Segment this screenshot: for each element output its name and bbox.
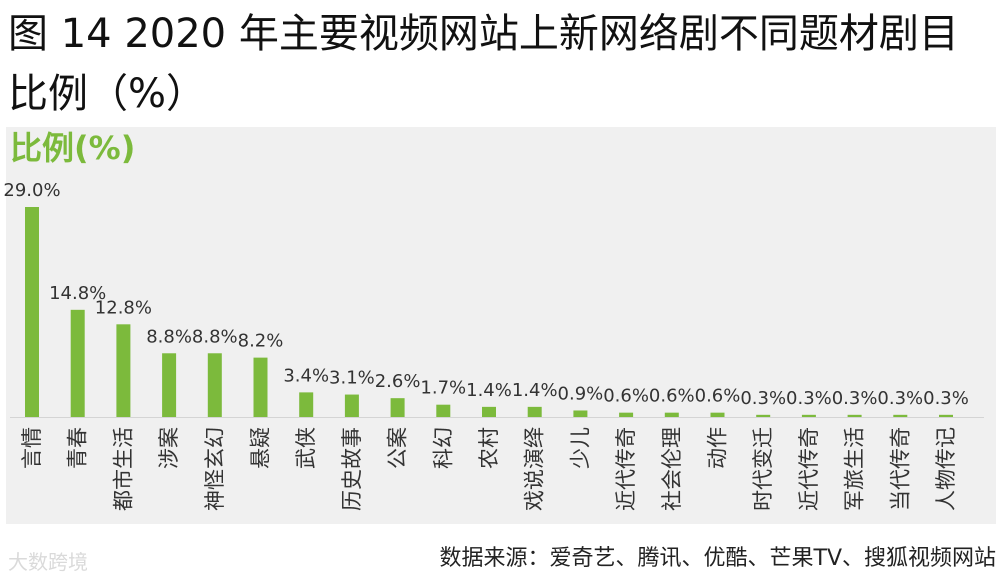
bar-14 [664, 412, 679, 417]
bar-19 [893, 414, 908, 417]
plot-area [6, 127, 996, 524]
category-label-4: 神怪玄幻 [203, 427, 227, 511]
data-label-1: 14.8% [49, 283, 106, 304]
category-label-15: 动作 [706, 427, 730, 469]
data-label-10: 1.4% [466, 380, 512, 401]
bar-9 [436, 404, 451, 417]
category-label-12: 少儿 [568, 427, 592, 469]
bar-3 [162, 353, 177, 417]
bar-2 [116, 324, 131, 417]
unit-label: 比例(%) [10, 129, 136, 167]
category-label-6: 武侠 [294, 427, 318, 469]
data-label-9: 1.7% [420, 378, 466, 399]
bar-0 [25, 207, 39, 417]
data-label-2: 12.8% [95, 297, 152, 318]
category-label-5: 悬疑 [249, 427, 273, 469]
bar-7 [344, 394, 359, 417]
data-label-17: 0.3% [786, 388, 832, 409]
data-label-8: 2.6% [375, 371, 421, 392]
category-label-8: 公案 [386, 427, 410, 469]
category-label-7: 历史故事 [340, 427, 364, 511]
bar-6 [299, 392, 314, 417]
source-note: 数据来源：爱奇艺、腾讯、优酷、芒果TV、搜狐视频网站 [439, 546, 997, 571]
bar-18 [847, 414, 862, 417]
category-label-3: 涉案 [157, 427, 181, 469]
bar-15 [710, 412, 725, 417]
bar-10 [482, 406, 496, 417]
category-label-11: 戏说演绎 [523, 427, 547, 511]
bar-1 [70, 309, 85, 417]
data-label-15: 0.6% [695, 386, 741, 407]
category-label-14: 社会伦理 [660, 427, 684, 511]
bar-17 [801, 414, 816, 417]
data-label-12: 0.9% [558, 383, 604, 404]
watermark: 大数跨境 [8, 550, 88, 574]
category-label-9: 科幻 [431, 427, 455, 469]
category-label-20: 人物传记 [934, 427, 958, 511]
bar-11 [527, 406, 542, 417]
data-label-4: 8.8% [192, 326, 238, 347]
data-label-11: 1.4% [512, 380, 558, 401]
bar-4 [207, 353, 222, 417]
data-label-14: 0.6% [649, 386, 695, 407]
bar-5 [253, 357, 268, 417]
category-label-0: 言情 [20, 427, 44, 469]
category-label-16: 时代变迁 [751, 427, 775, 511]
category-label-19: 当代传奇 [888, 427, 912, 511]
data-label-5: 8.2% [238, 331, 284, 352]
category-label-17: 近代传奇 [797, 427, 821, 511]
category-label-2: 都市生活 [111, 427, 135, 511]
bar-13 [619, 412, 634, 417]
bar-20 [939, 414, 953, 417]
data-label-7: 3.1% [329, 368, 375, 389]
bar-12 [573, 410, 588, 417]
data-label-18: 0.3% [832, 388, 878, 409]
data-label-19: 0.3% [877, 388, 923, 409]
category-label-1: 青春 [66, 427, 90, 469]
data-label-0: 29.0% [3, 180, 60, 201]
chart-title: 图 14 2020 年主要视频网站上新网络剧不同题材剧目比例（%） [8, 11, 959, 117]
category-label-10: 农村 [477, 427, 501, 469]
category-label-18: 军旅生活 [843, 427, 867, 511]
data-label-13: 0.6% [603, 386, 649, 407]
data-label-3: 8.8% [146, 326, 192, 347]
data-label-16: 0.3% [740, 388, 786, 409]
bar-16 [756, 414, 771, 417]
data-label-20: 0.3% [923, 388, 969, 409]
category-label-13: 近代传奇 [614, 427, 638, 511]
data-label-6: 3.4% [283, 365, 329, 386]
bar-8 [390, 398, 405, 417]
